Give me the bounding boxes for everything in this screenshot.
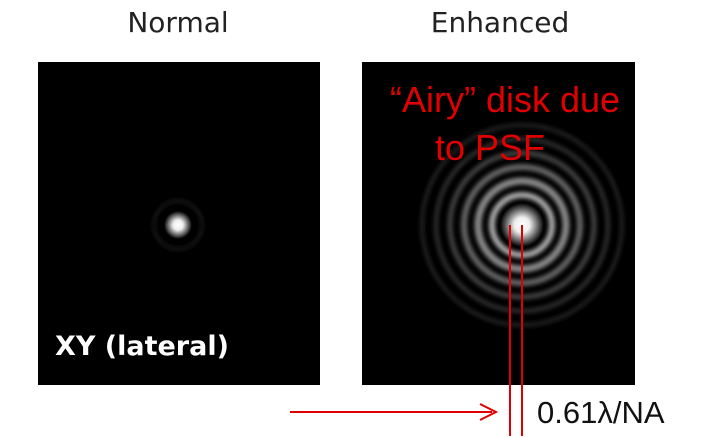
annotation: “Airy” disk due (390, 79, 620, 120)
measure-label: 0.61λ/NA (537, 395, 665, 430)
airy-spot (164, 211, 192, 239)
panel-label: XY (lateral) (55, 331, 229, 362)
panel-title: Enhanced (431, 6, 569, 39)
panel-title: Normal (127, 6, 228, 39)
figure: Normal Enhanced XY (lateral) “Airy” disk… (0, 0, 715, 438)
annotation: to PSF (435, 127, 545, 168)
